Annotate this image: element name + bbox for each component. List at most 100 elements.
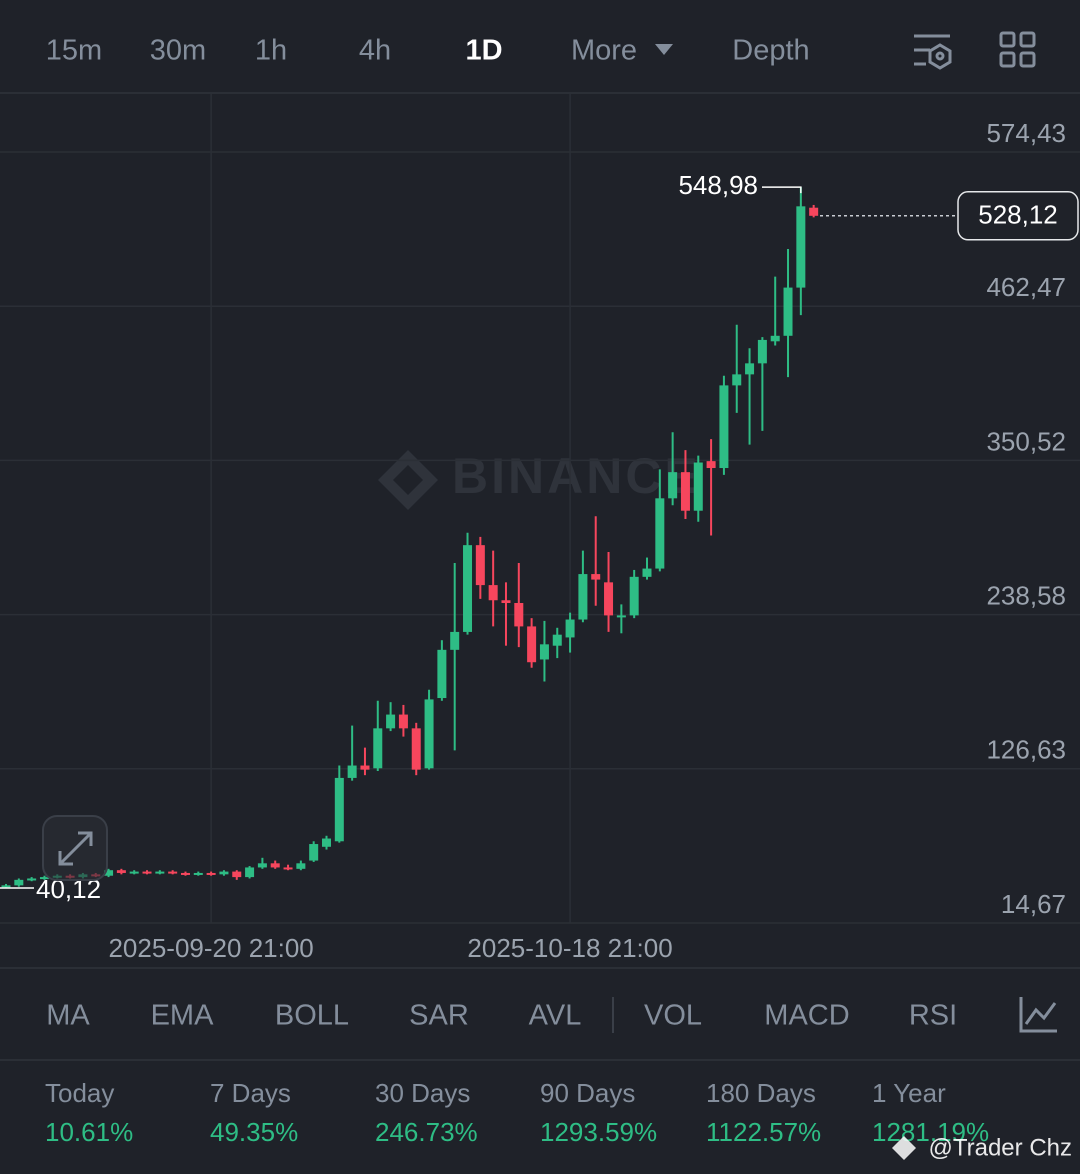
chart-settings-icon[interactable] — [1019, 997, 1057, 1033]
stat-change: 1293.59% — [540, 1117, 657, 1147]
candle-body — [565, 619, 575, 638]
candle-body — [745, 363, 755, 375]
candle-body — [732, 374, 742, 386]
candle-body — [347, 765, 357, 778]
candle-body — [104, 870, 114, 876]
candle-body — [796, 206, 806, 288]
candle-body — [309, 844, 319, 861]
candle-body — [1, 885, 11, 888]
stat-period: Today — [45, 1078, 114, 1108]
candle-body — [655, 498, 665, 569]
candle-body — [719, 385, 729, 469]
candle-body — [155, 871, 165, 874]
candle-body — [129, 871, 139, 874]
stat-change: 10.61% — [45, 1117, 133, 1147]
candle-body — [642, 568, 652, 577]
candle-body — [219, 871, 229, 875]
candle-body — [168, 871, 178, 874]
y-tick-label: 462,47 — [986, 272, 1066, 302]
timeframe-tab[interactable]: 30m — [150, 35, 206, 67]
stat-change: 1281.19% — [872, 1117, 989, 1147]
candle-body — [680, 472, 690, 511]
x-tick-label: 2025-09-20 21:00 — [108, 933, 313, 963]
stat-period: 90 Days — [540, 1078, 635, 1108]
candle-body — [27, 878, 37, 881]
stat-change: 246.73% — [375, 1117, 478, 1147]
timeframe-tab[interactable]: Depth — [732, 35, 809, 67]
candle-body — [668, 472, 678, 499]
candle-body — [693, 462, 703, 511]
candle-body — [616, 615, 626, 618]
indicator-tab[interactable]: VOL — [644, 1000, 702, 1032]
y-tick-label: 574,43 — [986, 118, 1066, 148]
dropdown-arrow[interactable] — [655, 44, 673, 55]
indicator-tab[interactable]: RSI — [909, 1000, 957, 1032]
indicator-tab[interactable]: AVL — [529, 1000, 582, 1032]
candle-body — [706, 461, 716, 469]
timeframe-tab[interactable]: 1D — [465, 35, 502, 67]
indicator-tab[interactable]: EMA — [151, 1000, 215, 1032]
candle-body — [386, 714, 396, 729]
candle-body — [604, 582, 614, 616]
settings-icon[interactable] — [914, 34, 952, 70]
candle-body — [514, 603, 524, 627]
high-marker-line — [762, 186, 802, 194]
candle-body — [527, 626, 537, 663]
candle-body — [334, 777, 344, 842]
candle-body — [360, 765, 370, 770]
y-tick-label: 14,67 — [1001, 889, 1066, 919]
candle-body — [809, 207, 819, 216]
candle-body — [14, 879, 24, 886]
candle-body — [257, 863, 267, 868]
candle-body — [283, 867, 293, 870]
candle-body — [232, 871, 242, 878]
candle-body — [783, 287, 793, 336]
indicator-tab[interactable]: BOLL — [275, 1000, 349, 1032]
candle-body — [373, 728, 383, 769]
candle-body — [578, 574, 588, 620]
stat-period: 7 Days — [210, 1078, 291, 1108]
candle-body — [539, 644, 549, 660]
candle-body — [424, 699, 434, 769]
y-tick-label: 350,52 — [986, 426, 1066, 456]
candle-body — [322, 838, 331, 847]
candle-body — [437, 649, 447, 699]
chart-area: BINANCE 14,67 126,63 238,58 350,52 462,47 574,… — [0, 93, 1080, 963]
candle-body — [411, 728, 421, 770]
timeframe-tab[interactable]: 4h — [359, 35, 391, 67]
candle-body — [193, 872, 203, 875]
candle-body — [475, 545, 485, 586]
candle-body — [270, 863, 280, 868]
candle-body — [501, 600, 511, 604]
stat-period: 180 Days — [706, 1078, 816, 1108]
watermark-icon — [892, 1136, 916, 1160]
indicator-tab[interactable]: MA — [46, 1000, 90, 1032]
layout-icon[interactable] — [999, 31, 1036, 68]
candle-body — [398, 714, 408, 729]
candle-body — [591, 574, 601, 580]
timeframe-tab[interactable]: 1h — [255, 35, 287, 67]
expand-button[interactable] — [42, 815, 108, 881]
candle-body — [770, 335, 780, 342]
candle-body — [142, 871, 152, 874]
indicator-tab[interactable]: SAR — [409, 1000, 469, 1032]
stat-period: 30 Days — [375, 1078, 470, 1108]
y-tick-label: 238,58 — [986, 580, 1066, 610]
timeframe-tab[interactable]: 15m — [46, 35, 102, 67]
watermark-text: @Trader Chz — [928, 1134, 1072, 1161]
x-tick-label: 2025-10-18 21:00 — [467, 933, 672, 963]
watermark-logo-text: BINANCE — [452, 448, 701, 504]
stat-period: 1 Year — [872, 1078, 946, 1108]
stat-change: 49.35% — [210, 1117, 298, 1147]
stat-change: 1122.57% — [706, 1117, 821, 1147]
last-price-box — [957, 191, 1079, 241]
timeframe-tab[interactable]: More — [571, 35, 637, 67]
candle-body — [757, 339, 767, 364]
candle-body — [39, 877, 49, 880]
candle-body — [206, 872, 216, 875]
candle-body — [552, 634, 562, 646]
watermark-logo — [378, 450, 438, 510]
indicator-tab[interactable]: MACD — [764, 1000, 849, 1032]
